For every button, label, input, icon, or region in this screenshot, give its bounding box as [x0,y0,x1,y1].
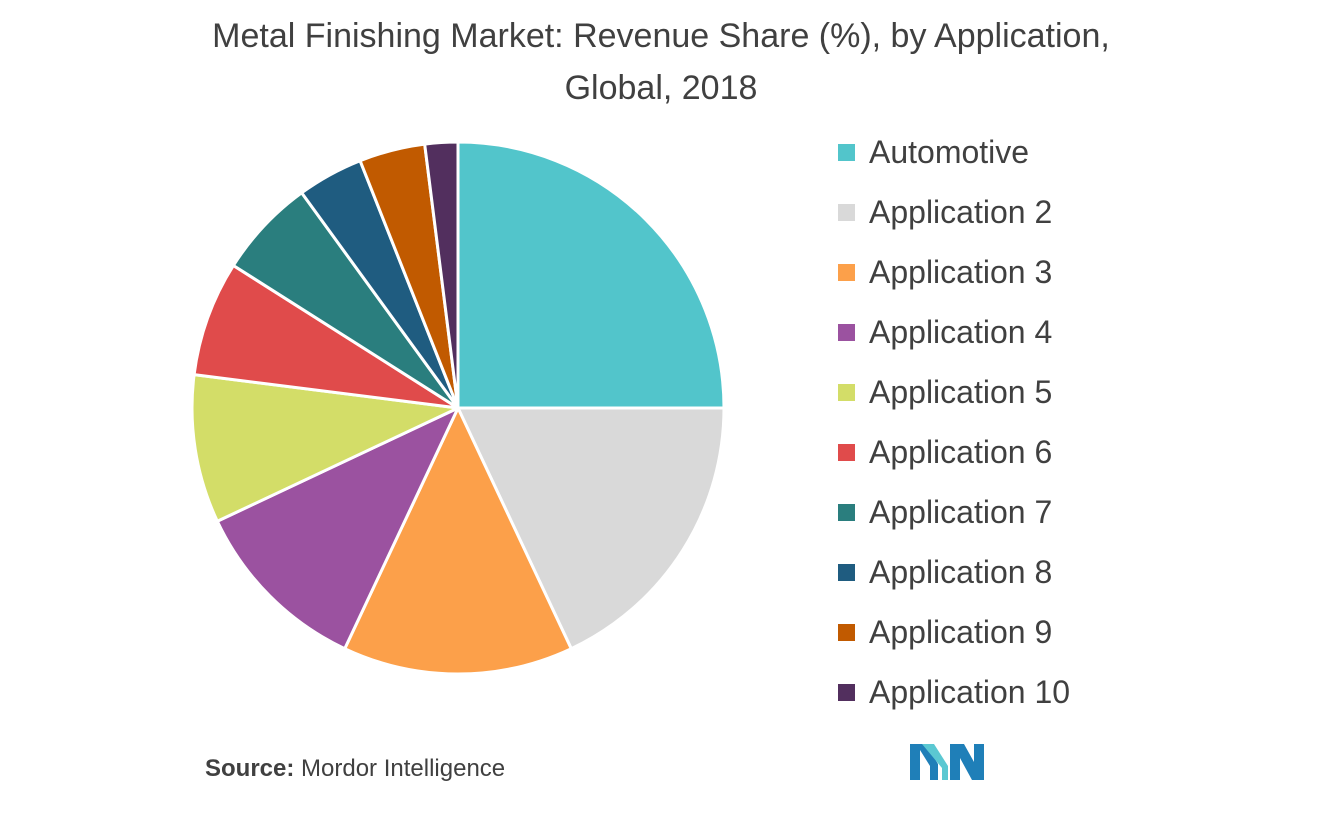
legend-swatch [838,503,855,521]
source-note: Source: Mordor Intelligence [205,755,505,783]
legend-label: Application 7 [869,493,1053,530]
chart-title-line-1: Metal Finishing Market: Revenue Share (%… [212,17,1110,55]
legend-label: Application 5 [869,373,1053,410]
legend-item: Application 5 [838,362,1070,422]
legend-item: Application 10 [838,662,1070,722]
legend-label: Application 6 [869,433,1053,470]
legend-swatch [838,683,855,701]
legend-label: Application 4 [869,313,1053,350]
source-text: Mordor Intelligence [294,755,506,782]
chart-title: Metal Finishing Market: Revenue Share (%… [0,10,1322,114]
legend-item: Application 9 [838,602,1070,662]
source-label: Source: [205,755,295,782]
chart-legend: Automotive Application 2 Application 3 Appl… [838,122,1070,722]
pie-slice-application-3 [343,406,573,676]
legend-label: Application 10 [869,673,1071,710]
legend-item: Application 8 [838,542,1070,602]
legend-label: Application 9 [869,613,1053,650]
pie-slice-automotive [456,140,726,410]
pie-slice-application-10 [423,140,460,410]
pie-slice-application-2 [456,406,726,651]
legend-swatch [838,383,855,401]
legend-swatch [838,443,855,461]
legend-item: Application 4 [838,302,1070,362]
legend-swatch [838,203,855,221]
legend-swatch [838,143,855,161]
legend-item: Application 3 [838,242,1070,302]
legend-label: Automotive [869,133,1030,170]
legend-label: Application 2 [869,193,1053,230]
legend-label: Application 3 [869,253,1053,290]
legend-item: Application 7 [838,482,1070,542]
legend-label: Application 8 [869,553,1053,590]
chart-title-line-2: Global, 2018 [564,69,758,107]
legend-swatch [838,623,855,641]
legend-swatch [838,563,855,581]
legend-item: Application 2 [838,182,1070,242]
legend-swatch [838,263,855,281]
pie-slice-application-5 [190,373,460,523]
mordor-intelligence-logo-icon [910,744,984,780]
pie-slice-application-4 [215,406,460,651]
pie-chart [190,140,726,676]
pie-slice-application-6 [192,263,460,410]
legend-swatch [838,323,855,341]
legend-item: Automotive [838,122,1070,182]
legend-item: Application 6 [838,422,1070,482]
